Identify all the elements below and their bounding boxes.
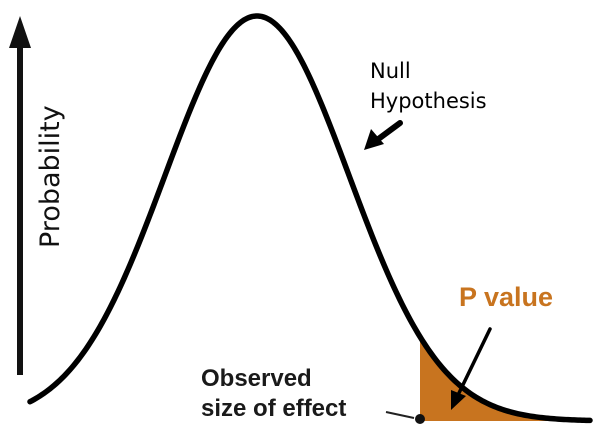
p-value-arrow-icon bbox=[451, 327, 492, 410]
p-value-tail-region bbox=[420, 336, 590, 421]
null-hypothesis-label-line1: Null bbox=[370, 59, 411, 83]
observed-effect-leader-line bbox=[385, 411, 415, 419]
null-hypothesis-arrow-icon bbox=[364, 120, 403, 150]
y-axis bbox=[9, 16, 31, 375]
observed-effect-label-line2: size of effect bbox=[201, 395, 346, 422]
y-axis-label: Probability bbox=[35, 105, 66, 248]
null-hypothesis-label-line2: Hypothesis bbox=[370, 89, 487, 113]
p-value-label: P value bbox=[459, 282, 553, 312]
null-hypothesis-curve bbox=[27, 13, 593, 424]
observed-effect-marker bbox=[415, 414, 425, 424]
y-axis-arrowhead-icon bbox=[9, 16, 31, 48]
observed-effect-label-line1: Observed bbox=[201, 365, 312, 392]
